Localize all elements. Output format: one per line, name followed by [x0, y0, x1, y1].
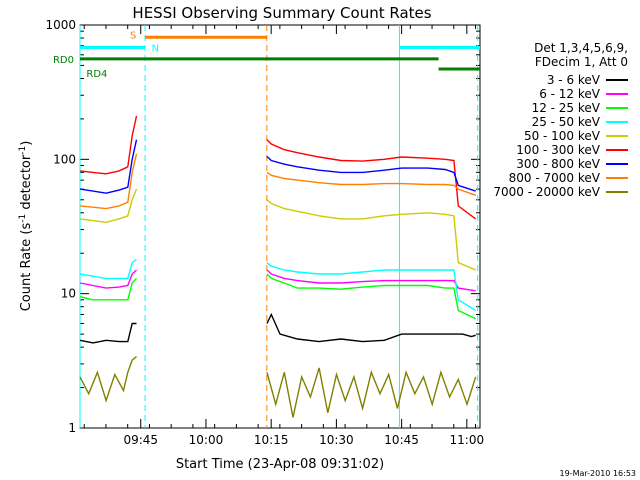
series-line-1 — [79, 269, 137, 289]
series-line-2 — [79, 277, 138, 301]
legend-label-1: 6 - 12 keV — [539, 87, 601, 101]
series-line-1 — [266, 269, 476, 292]
legend-label-3: 25 - 50 keV — [532, 115, 601, 129]
legend-label-5: 100 - 300 keV — [516, 143, 600, 157]
legend-label-7: 800 - 7000 keV — [509, 171, 601, 185]
series-line-6 — [266, 155, 476, 192]
series-line-5 — [266, 139, 477, 220]
x-tick-label: 10:15 — [254, 433, 289, 447]
status-flag-label: S — [130, 30, 136, 41]
legend-label-6: 300 - 800 keV — [516, 157, 600, 171]
series-line-0 — [266, 312, 476, 343]
legend-label-2: 12 - 25 keV — [532, 101, 601, 115]
legend: Det 1,3,4,5,6,9, FDecim 1, Att 0 3 - 6 k… — [493, 41, 628, 199]
series-line-7 — [79, 153, 138, 210]
x-tick-label: 09:45 — [123, 433, 158, 447]
y-tick-label: 10 — [61, 287, 76, 301]
series-line-0 — [79, 322, 137, 344]
timestamp: 19-Mar-2010 16:53 — [560, 469, 637, 478]
series-line-8 — [266, 367, 477, 418]
status-flag-label: N — [152, 43, 159, 54]
x-tick-label: 10:00 — [189, 433, 224, 447]
status-flag-label: RD4 — [86, 69, 107, 80]
legend-label-4: 50 - 100 keV — [524, 129, 601, 143]
y-tick-label: 1000 — [45, 18, 76, 32]
series-line-4 — [79, 188, 138, 224]
y-axis-label: Count Rate (s-1 detector-1) — [18, 141, 34, 312]
x-tick-label: 11:00 — [450, 433, 485, 447]
x-axis-label: Start Time (23-Apr-08 09:31:02) — [176, 457, 384, 472]
series-line-3 — [266, 262, 477, 312]
legend-label-0: 3 - 6 keV — [547, 73, 601, 87]
series-line-6 — [79, 139, 138, 194]
series-group — [79, 115, 477, 418]
x-tick-label: 10:45 — [384, 433, 419, 447]
series-line-5 — [79, 115, 138, 175]
legend-header-1: Det 1,3,4,5,6,9, — [534, 41, 628, 55]
y-tick-label: 100 — [53, 152, 76, 166]
plot-frame — [79, 24, 481, 429]
y-tick-label: 1 — [68, 421, 76, 435]
status-flag-label: RD0 — [53, 55, 74, 66]
x-tick-label: 10:30 — [319, 433, 354, 447]
chart-title: HESSI Observing Summary Count Rates — [132, 4, 431, 22]
legend-label-8: 7000 - 20000 keV — [493, 185, 600, 199]
series-line-2 — [266, 273, 477, 320]
legend-header-2: FDecim 1, Att 0 — [535, 55, 628, 69]
series-line-3 — [79, 258, 137, 280]
series-line-4 — [266, 199, 476, 271]
series-line-8 — [79, 356, 137, 403]
series-line-7 — [266, 171, 476, 196]
axes: 1 10 100 1000 09:45 10:00 10:15 10:30 10:45 11:00… — [45, 18, 484, 447]
